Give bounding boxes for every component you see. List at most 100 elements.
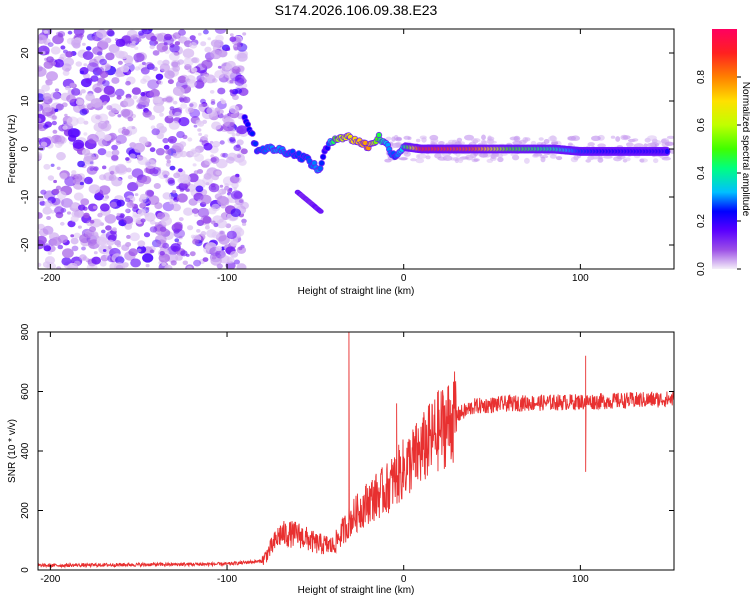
heatmap-noise-blob bbox=[206, 107, 216, 115]
heatmap-noise-blob bbox=[149, 39, 158, 47]
heatmap-noise-blob bbox=[81, 246, 86, 251]
heatmap-noise-blob bbox=[189, 42, 198, 49]
heatmap-noise-blob bbox=[176, 193, 188, 203]
heatmap-noise-blob bbox=[155, 148, 165, 156]
heatmap-noise-blob bbox=[230, 208, 241, 217]
heatmap-noise-blob bbox=[193, 259, 202, 267]
heatmap-noise-blob bbox=[104, 37, 112, 44]
heatmap-noise-blob bbox=[42, 206, 52, 215]
heatmap-noise-blob bbox=[196, 169, 204, 174]
heatmap-noise-blob bbox=[77, 173, 85, 180]
heatmap-noise-blob bbox=[217, 65, 222, 69]
heatmap-noise-blob bbox=[129, 232, 140, 242]
heatmap-halo-blob bbox=[497, 156, 504, 163]
heatmap-noise-blob bbox=[106, 105, 113, 111]
heatmap-noise-blob bbox=[102, 196, 108, 202]
heatmap-noise-blob bbox=[62, 125, 68, 130]
heatmap-noise-blob bbox=[172, 65, 181, 72]
heatmap-halo-blob bbox=[410, 158, 417, 162]
heatmap-noise-blob bbox=[219, 184, 224, 188]
heatmap-noise-blob bbox=[236, 263, 247, 269]
heatmap-noise-blob bbox=[198, 132, 203, 136]
heatmap-noise-blob bbox=[121, 109, 134, 119]
heatmap-noise-blob bbox=[100, 203, 110, 212]
heatmap-ridge-core bbox=[245, 122, 251, 127]
heatmap-noise-blob bbox=[56, 266, 62, 269]
heatmap-noise-blob bbox=[143, 108, 149, 113]
y-tick-label: 400 bbox=[20, 442, 31, 459]
heatmap-noise-blob bbox=[235, 132, 241, 137]
heatmap-noise-blob bbox=[78, 204, 86, 211]
heatmap-halo-blob bbox=[421, 137, 427, 143]
heatmap-halo-blob bbox=[403, 135, 411, 140]
heatmap-noise-blob bbox=[100, 35, 110, 43]
heatmap-noise-blob bbox=[240, 148, 248, 155]
heatmap-noise-blob bbox=[57, 234, 68, 244]
heatmap-noise-blob bbox=[178, 217, 184, 222]
heatmap-noise-blob bbox=[159, 63, 170, 72]
heatmap-noise-blob bbox=[185, 75, 196, 84]
heatmap-noise-blob bbox=[203, 29, 209, 35]
heatmap-noise-blob bbox=[149, 147, 156, 153]
heatmap-ridge-core bbox=[363, 140, 368, 146]
heatmap-noise-blob bbox=[115, 264, 124, 269]
heatmap-noise-blob bbox=[233, 191, 243, 200]
heatmap-noise-blob bbox=[232, 94, 239, 101]
heatmap-halo-blob bbox=[456, 137, 463, 143]
heatmap-noise-blob bbox=[116, 243, 122, 248]
heatmap-halo-blob bbox=[573, 155, 579, 161]
heatmap-halo-blob bbox=[669, 148, 674, 154]
heatmap-noise-blob bbox=[41, 51, 46, 55]
heatmap-noise-blob bbox=[158, 263, 170, 269]
heatmap-noise-blob bbox=[52, 188, 60, 195]
heatmap-halo-blob bbox=[571, 135, 580, 141]
heatmap-halo-blob bbox=[639, 158, 645, 163]
heatmap-noise-blob bbox=[238, 158, 247, 166]
heatmap-halo-blob bbox=[464, 134, 474, 141]
heatmap-noise-blob bbox=[200, 41, 207, 47]
heatmap-noise-blob bbox=[187, 173, 199, 183]
heatmap-noise-blob bbox=[79, 233, 91, 244]
heatmap-noise-blob bbox=[134, 46, 139, 50]
heatmap-noise-blob bbox=[47, 175, 55, 181]
heatmap-noise-blob bbox=[79, 254, 87, 261]
heatmap-noise-blob bbox=[221, 62, 231, 70]
heatmap-noise-blob bbox=[92, 205, 97, 210]
heatmap-noise-blob bbox=[57, 33, 64, 38]
heatmap-noise-blob bbox=[214, 29, 227, 34]
heatmap-noise-blob bbox=[115, 256, 125, 265]
heatmap-noise-blob bbox=[211, 121, 222, 130]
heatmap-noise-blob bbox=[242, 222, 247, 226]
colorbar-gradient bbox=[712, 29, 737, 269]
snr-plot-area bbox=[38, 332, 674, 570]
heatmap-noise-blob bbox=[162, 242, 170, 249]
heatmap-noise-blob bbox=[205, 223, 210, 227]
heatmap-noise-blob bbox=[62, 70, 70, 76]
heatmap-noise-blob bbox=[180, 250, 188, 257]
heatmap-noise-blob bbox=[38, 103, 44, 112]
heatmap-noise-blob bbox=[71, 173, 76, 178]
heatmap-noise-blob bbox=[184, 54, 191, 60]
heatmap-noise-blob bbox=[109, 262, 119, 269]
heatmap-noise-blob bbox=[45, 79, 53, 86]
heatmap-halo-blob bbox=[666, 135, 674, 139]
heatmap-noise-blob bbox=[219, 254, 230, 264]
heatmap-noise-blob bbox=[157, 212, 165, 219]
heatmap-noise-blob bbox=[127, 182, 139, 192]
heatmap-halo-blob bbox=[524, 137, 531, 142]
heatmap-ridge-core bbox=[320, 154, 326, 160]
heatmap-noise-blob bbox=[186, 266, 193, 269]
heatmap-noise-blob bbox=[183, 207, 194, 216]
heatmap-halo-blob bbox=[398, 157, 408, 161]
heatmap-noise-blob bbox=[139, 193, 147, 200]
heatmap-noise-blob bbox=[220, 98, 224, 102]
heatmap-noise-blob bbox=[126, 234, 131, 239]
heatmap-noise-blob bbox=[47, 251, 52, 255]
heatmap-noise-blob bbox=[231, 132, 236, 137]
heatmap-noise-blob bbox=[158, 126, 168, 134]
heatmap-noise-blob bbox=[164, 33, 172, 41]
heatmap-noise-blob bbox=[139, 202, 147, 209]
heatmap-noise-blob bbox=[184, 64, 192, 71]
heatmap-noise-blob bbox=[225, 47, 231, 51]
